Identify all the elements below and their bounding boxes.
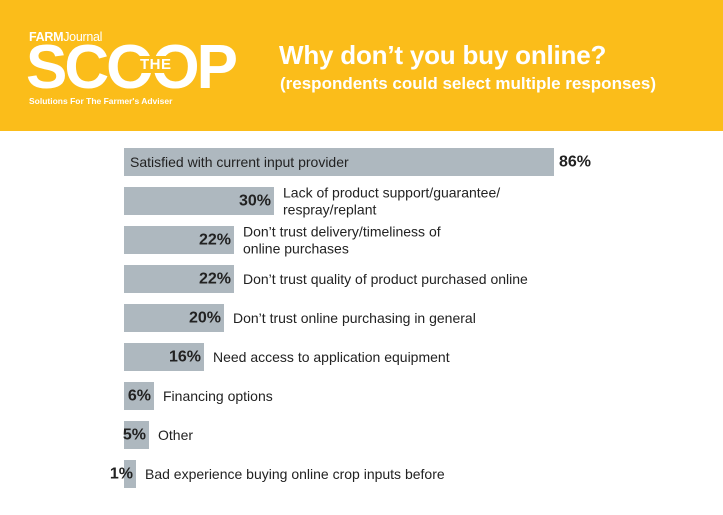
bar-8 [124,421,149,449]
bar-9 [124,460,136,488]
bar-2 [124,187,274,215]
category-label-5: Don’t trust online purchasing in general [233,310,476,326]
bar-chart: 86% Satisfied with current input provider… [110,148,591,488]
value-label-5: 20% [189,310,221,327]
logo-the: THE [138,56,174,73]
value-label-1: 86% [559,154,591,171]
bar-4 [124,265,234,293]
chart-title: Why don’t you buy online? [279,40,607,70]
logo-wordmark: SCOOP [26,33,238,102]
farm-journal-scoop-logo: FARMJournal SCOOP THE Solutions For The … [26,30,256,110]
logo-brand: FARMJournal [29,30,102,44]
category-label-2: Lack of product support/guarantee/respra… [283,185,500,218]
bar-3 [124,226,234,254]
bar-5 [124,304,224,332]
logo-brand-bold: FARM [29,30,64,44]
value-label-6: 16% [169,349,201,366]
category-label-6: Need access to application equipment [213,349,450,365]
value-label-4: 22% [199,271,231,288]
category-label-4: Don’t trust quality of product purchased… [243,271,528,287]
chart-subtitle: (respondents could select multiple respo… [280,74,656,93]
category-label-8: Other [158,427,193,443]
bar-1 [124,148,554,176]
logo-brand-rest: Journal [63,30,103,44]
category-label-3: Don’t trust delivery/timeliness of online… [243,224,441,257]
value-label-7: 6% [128,388,151,405]
value-label-2: 30% [239,193,271,210]
category-label-9: Bad experience buying online crop inputs… [145,466,445,482]
bar-7 [124,382,154,410]
bar-6 [124,343,204,371]
category-label-7: Financing options [163,388,273,404]
value-label-8: 5% [123,427,146,444]
value-label-3: 22% [199,232,231,249]
value-label-9: 1% [110,466,133,483]
header-banner: FARMJournal SCOOP THE Solutions For The … [0,0,723,131]
logo-tagline: Solutions For The Farmer's Adviser [29,96,173,106]
category-label-1: Satisfied with current input provider [130,154,349,170]
